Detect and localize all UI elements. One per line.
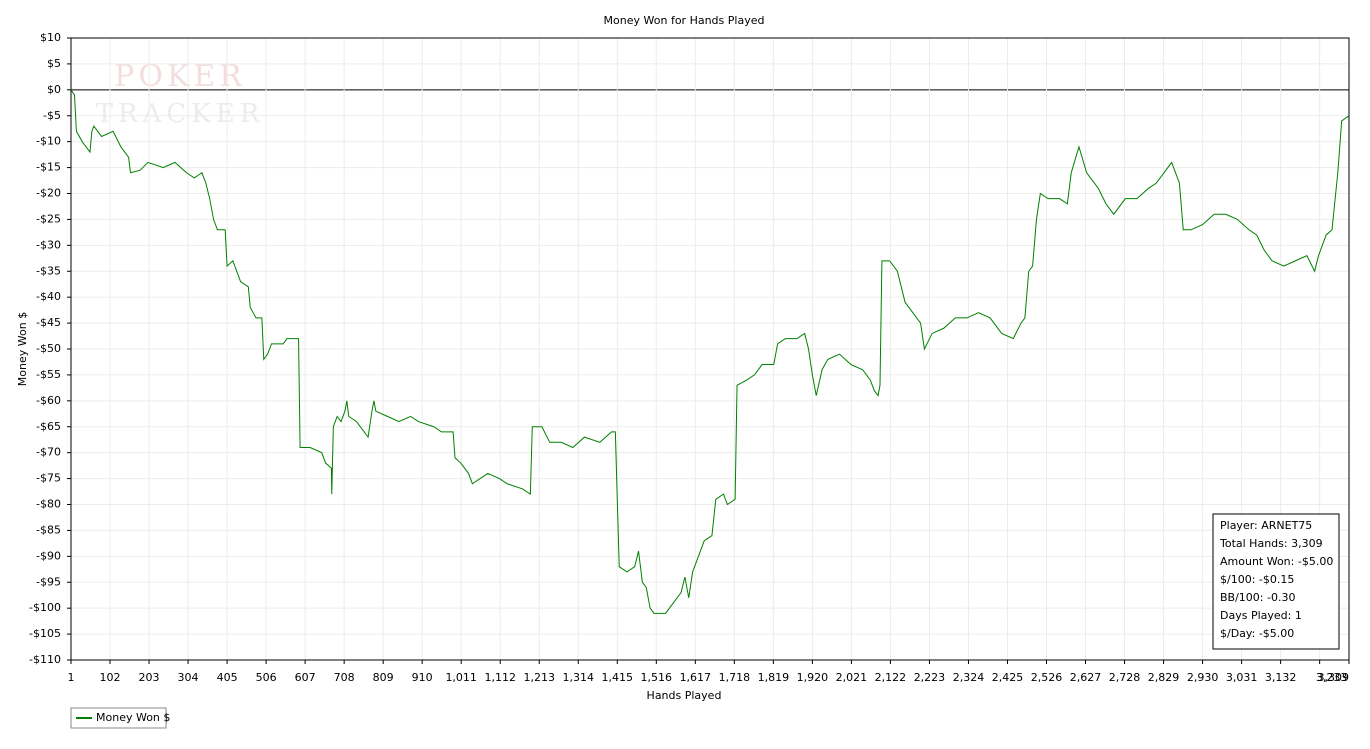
y-tick-label: -$5: [43, 109, 61, 122]
x-tick-label: 304: [178, 671, 199, 684]
y-tick-label: -$100: [29, 601, 61, 614]
x-tick-label: 2,425: [992, 671, 1024, 684]
x-tick-label: 203: [139, 671, 160, 684]
x-axis-label: Hands Played: [647, 689, 722, 702]
x-tick-label: 910: [412, 671, 433, 684]
info-line: Amount Won: -$5.00: [1220, 555, 1333, 568]
plot-frame: [70, 37, 1350, 661]
x-tick-label: 2,324: [953, 671, 985, 684]
info-line: $/Day: -$5.00: [1220, 627, 1294, 640]
x-tick-label: 1,920: [797, 671, 829, 684]
y-tick-label: -$30: [36, 238, 61, 251]
y-tick-label: -$50: [36, 342, 61, 355]
x-tick-label: 3,132: [1265, 671, 1297, 684]
y-tick-label: -$85: [36, 523, 61, 536]
x-tick-label: 708: [334, 671, 355, 684]
x-tick-label: 1: [68, 671, 75, 684]
data-line: [70, 89, 1350, 614]
y-tick-label: -$105: [29, 627, 61, 640]
x-tick-label: 1,516: [641, 671, 673, 684]
x-tick-label: 2,223: [914, 671, 946, 684]
y-tick-label: -$15: [36, 161, 61, 174]
info-line: Days Played: 1: [1220, 609, 1302, 622]
x-tick-label: 2,930: [1187, 671, 1219, 684]
x-tick-label: 2,526: [1031, 671, 1063, 684]
x-tick-label: 2,627: [1070, 671, 1102, 684]
info-line: $/100: -$0.15: [1220, 573, 1294, 586]
info-line: BB/100: -0.30: [1220, 591, 1295, 604]
watermark: POKER: [114, 59, 246, 94]
legend-label: Money Won $: [96, 711, 170, 724]
y-tick-label: -$45: [36, 316, 61, 329]
x-tick-label: 3,233: [1316, 671, 1348, 684]
y-tick-label: -$10: [36, 135, 61, 148]
y-tick-label: -$70: [36, 446, 61, 459]
y-tick-label: -$80: [36, 498, 61, 511]
x-tick-label: 2,728: [1109, 671, 1141, 684]
y-tick-label: -$60: [36, 394, 61, 407]
y-axis-label: Money Won $: [16, 312, 29, 386]
x-tick-label: 1,314: [563, 671, 595, 684]
x-tick-label: 405: [217, 671, 238, 684]
x-tick-label: 1,011: [445, 671, 477, 684]
y-tick-label: -$25: [36, 212, 61, 225]
legend-box: [70, 707, 167, 729]
y-tick-label: -$55: [36, 368, 61, 381]
y-tick-label: -$40: [36, 290, 61, 303]
x-tick-label: 1,718: [719, 671, 751, 684]
y-tick-label: $5: [47, 57, 61, 70]
y-tick-label: $0: [47, 83, 61, 96]
info-line: Total Hands: 3,309: [1219, 537, 1323, 550]
y-tick-label: -$20: [36, 187, 61, 200]
x-tick-label: 3,309: [1318, 671, 1350, 684]
y-tick-label: -$35: [36, 264, 61, 277]
info-line: Player: ARNET75: [1220, 519, 1312, 532]
x-tick-label: 809: [373, 671, 394, 684]
y-tick-label: -$110: [29, 653, 61, 666]
x-tick-label: 1,213: [523, 671, 555, 684]
chart-title: Money Won for Hands Played: [604, 14, 765, 27]
x-tick-label: 102: [100, 671, 121, 684]
x-tick-label: 607: [295, 671, 316, 684]
x-tick-label: 2,021: [836, 671, 868, 684]
x-tick-label: 2,829: [1148, 671, 1180, 684]
y-tick-label: -$95: [36, 575, 61, 588]
x-tick-label: 1,415: [602, 671, 634, 684]
y-tick-label: $10: [40, 31, 61, 44]
x-tick-label: 1,112: [484, 671, 516, 684]
x-tick-label: 1,819: [758, 671, 790, 684]
y-tick-label: -$90: [36, 549, 61, 562]
x-tick-label: 1,617: [680, 671, 712, 684]
x-tick-label: 506: [256, 671, 277, 684]
info-box: [1212, 513, 1340, 650]
x-tick-label: 2,122: [875, 671, 907, 684]
y-tick-label: -$75: [36, 472, 61, 485]
y-tick-label: -$65: [36, 420, 61, 433]
x-tick-label: 3,031: [1226, 671, 1258, 684]
watermark: TRACKER: [96, 99, 265, 129]
